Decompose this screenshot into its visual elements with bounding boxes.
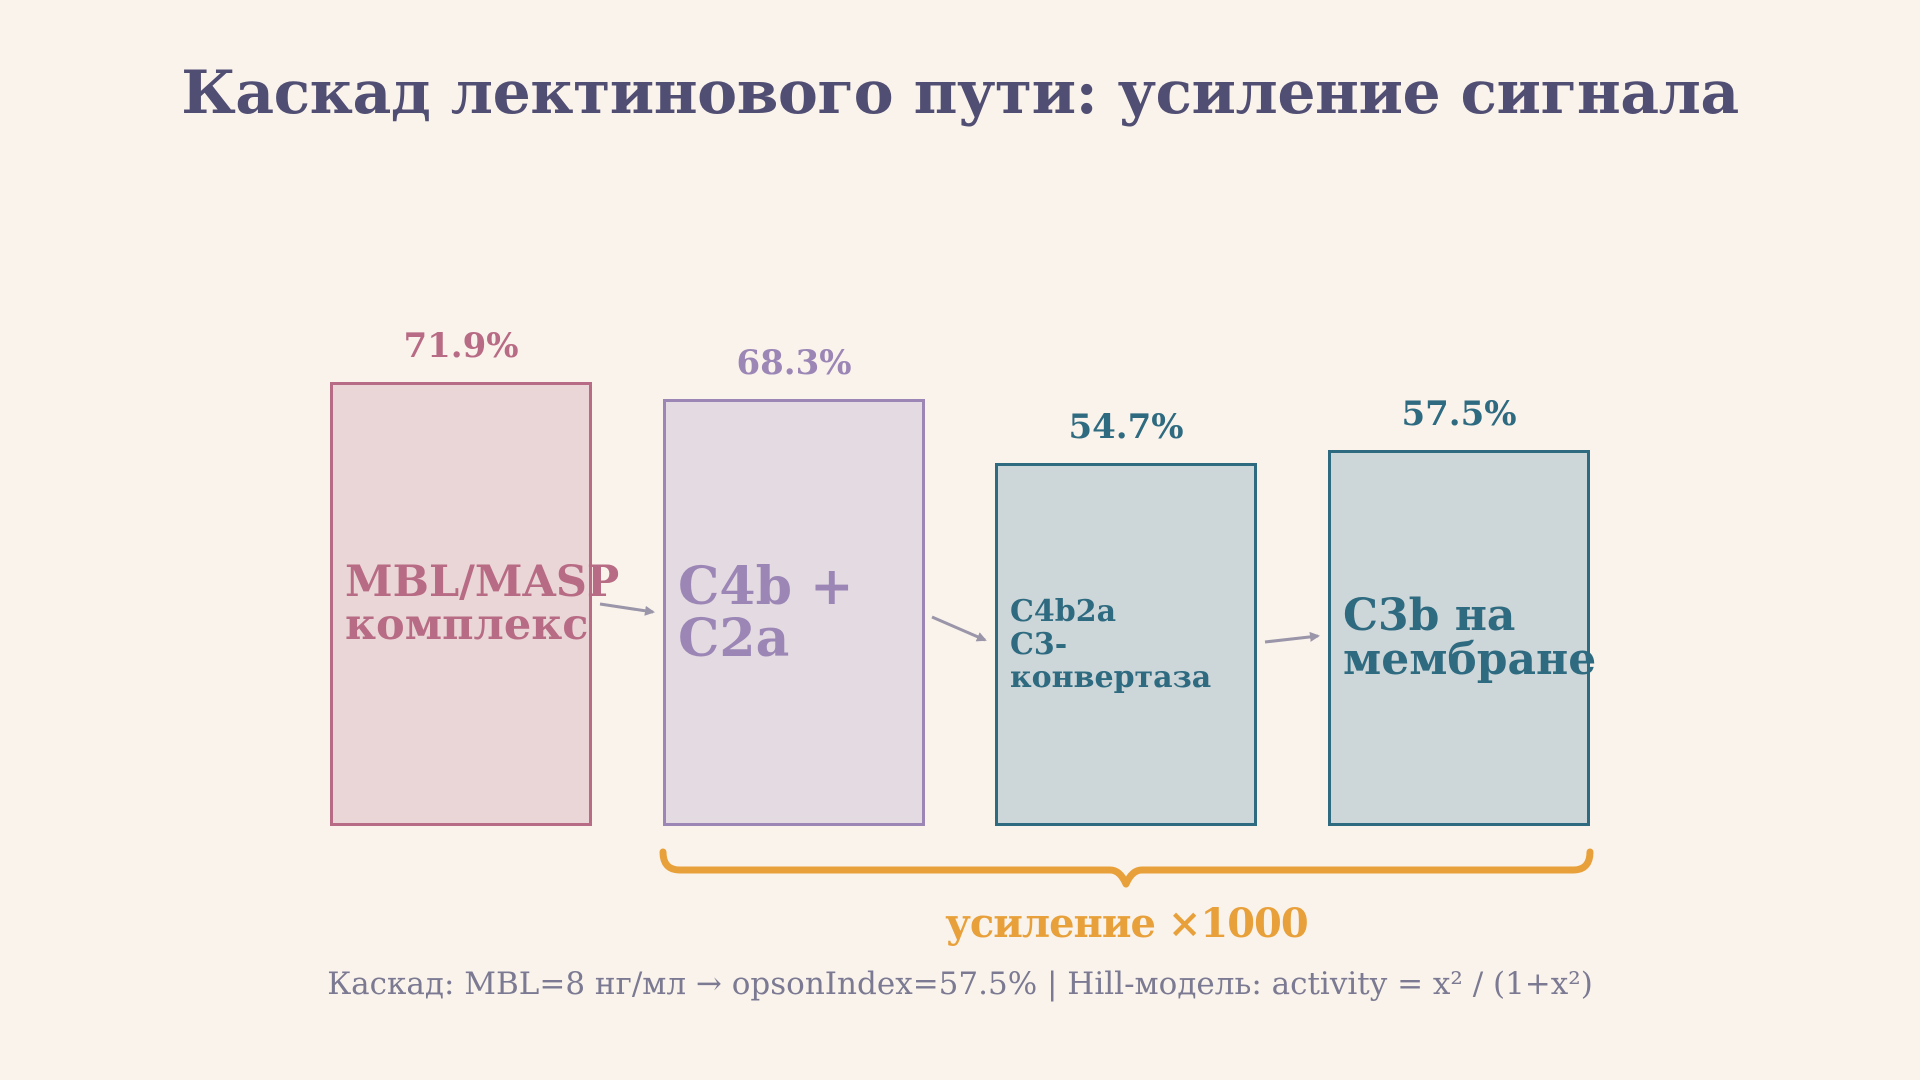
stage-3-percent: 54.7% xyxy=(1068,407,1184,447)
stage-3-label: C4b2a C3-конвертаза xyxy=(1010,594,1212,695)
stage-3-c3-convertase-box: C4b2a C3-конвертаза xyxy=(995,463,1257,826)
footer-formula: Каскад: MBL=8 нг/мл → opsonIndex=57.5% |… xyxy=(327,966,1593,1002)
amplification-brace xyxy=(659,848,1594,888)
stage-4-c3b-membrane-box: C3b на мембране xyxy=(1328,450,1596,826)
arrow-1-2 xyxy=(599,602,655,616)
stage-1-label: MBL/MASP комплекс xyxy=(345,557,620,650)
arrow-3-4 xyxy=(1264,631,1320,644)
stage-2-percent: 68.3% xyxy=(736,343,852,383)
stage-4-percent: 57.5% xyxy=(1401,394,1517,434)
stage-4-label: C3b на мембране xyxy=(1343,590,1597,685)
page-title: Каскад лектинового пути: усиление сигнал… xyxy=(181,58,1739,128)
arrow-2-3 xyxy=(931,615,987,642)
stage-2-label: C4b + C2a xyxy=(678,555,854,669)
stage-1-mbl-masp-box: MBL/MASP комплекс xyxy=(330,382,619,826)
stage-1-percent: 71.9% xyxy=(403,326,519,366)
stage-2-c4b-c2a-box: C4b + C2a xyxy=(663,399,925,826)
amplification-label: усиление ×1000 xyxy=(945,900,1308,947)
